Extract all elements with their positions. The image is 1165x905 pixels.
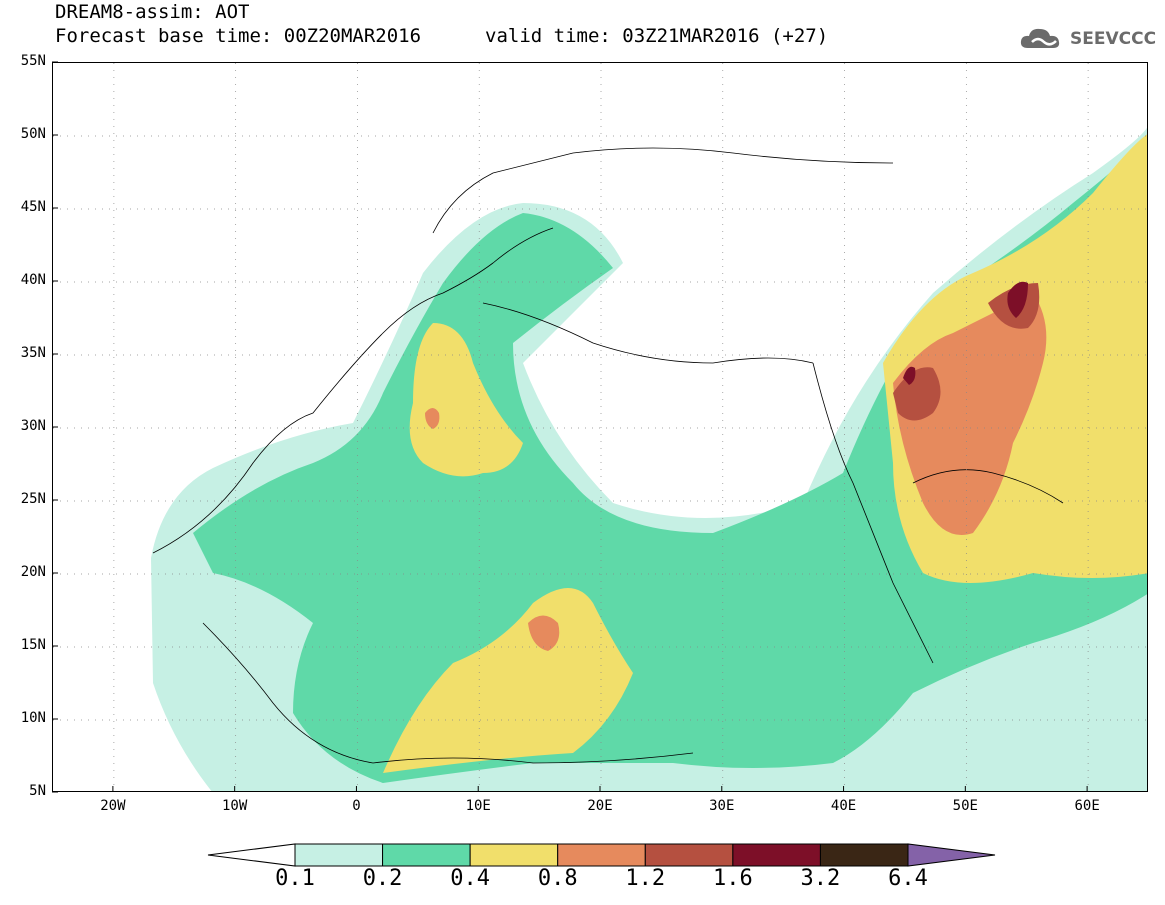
lat-label: 35N (20, 345, 46, 361)
lat-label: 10N (20, 710, 46, 726)
lat-lon-gridlines (53, 63, 1147, 791)
colorbar-segment (382, 843, 471, 867)
cloud-icon (1020, 28, 1060, 48)
colorbar-under-triangle (207, 843, 296, 867)
colorbar-label: 0.1 (275, 866, 315, 891)
colorbar-label: 1.6 (712, 866, 753, 891)
lat-label: 40N (20, 272, 46, 288)
lat-label: 30N (20, 418, 46, 434)
coastline-borders (152, 147, 1064, 764)
logo-text: SEEVCCC (1070, 29, 1157, 49)
colorbar-label: 0.4 (450, 866, 491, 891)
colorbar-segment (819, 843, 909, 867)
lat-label: 5N (29, 783, 46, 799)
colorbar-label: 0.2 (362, 866, 403, 891)
aot-contour-0.8-sahel (528, 615, 560, 651)
colorbar-segment (644, 843, 734, 867)
aot-contour-1.6 (903, 281, 1028, 385)
colorbar-label: 1.2 (625, 866, 666, 891)
lon-label: 0 (352, 798, 361, 814)
colorbar-segment (557, 843, 646, 867)
colorbar-segment (469, 843, 559, 867)
lon-label: 50E (952, 798, 978, 814)
aot-contour-0.8-sahara (425, 408, 440, 429)
lat-label: 20N (20, 564, 46, 580)
colorbar-label: 0.8 (537, 866, 578, 891)
lat-label: 25N (20, 491, 46, 507)
colorbar-over-triangle (907, 843, 996, 867)
forecast-base-time: Forecast base time: 00Z20MAR2016 (55, 25, 422, 47)
lon-label: 20E (587, 798, 613, 814)
map-panel (52, 62, 1148, 792)
colorbar-label: 6.4 (888, 866, 928, 891)
lon-label: 40E (830, 798, 857, 814)
lon-label: 20W (100, 798, 126, 814)
lon-label: 60E (1074, 798, 1100, 814)
aot-contour-0.2 (193, 139, 1147, 783)
lon-label: 30E (709, 798, 735, 814)
colorbar-label: 3.2 (800, 866, 841, 891)
colorbar-segment (294, 843, 384, 867)
seevccc-logo: SEEVCCC (1018, 24, 1156, 54)
lat-label: 50N (20, 126, 46, 142)
lat-label: 55N (20, 53, 46, 69)
aot-contour-0.8-arabia (893, 293, 1047, 535)
aot-contour-1.2 (893, 283, 1040, 421)
lat-label: 45N (20, 199, 46, 215)
aot-field (53, 63, 1147, 791)
map-title: DREAM8-assim: AOT (55, 1, 250, 23)
lat-label: 15N (20, 637, 46, 653)
lon-label: 10E (465, 798, 491, 814)
lon-label: 10W (222, 798, 248, 814)
valid-time: valid time: 03Z21MAR2016 (+27) (485, 25, 829, 47)
colorbar-segment (732, 843, 821, 867)
aot-contour-0.4-sahel (383, 588, 633, 773)
aot-contour-0.4-sahara (409, 323, 523, 477)
